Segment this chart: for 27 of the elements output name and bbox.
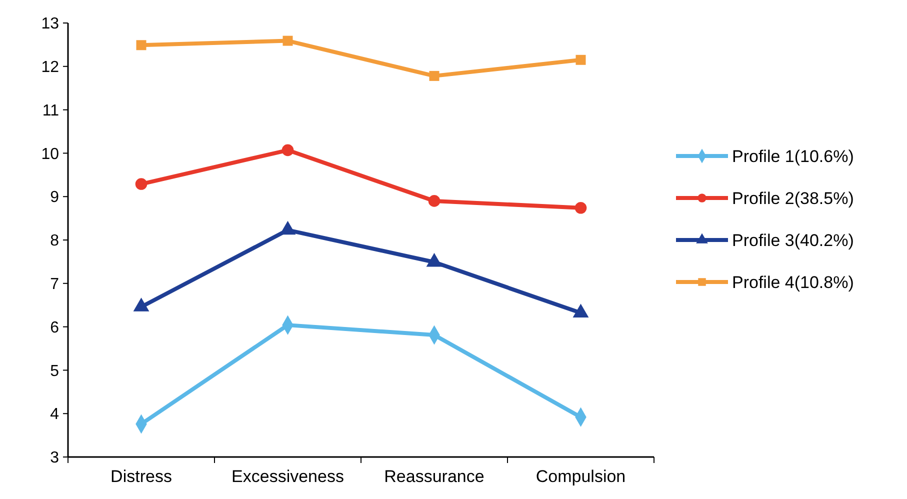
legend-label: Profile 4(10.8%) [732, 272, 854, 292]
y-tick-label: 4 [50, 406, 60, 424]
point [576, 54, 586, 65]
y-tick-label: 12 [41, 59, 60, 76]
y-tick-label: 3 [50, 450, 60, 467]
y-tick-label: 5 [50, 362, 60, 380]
y-tick-label: 13 [41, 16, 60, 33]
point [135, 178, 148, 190]
y-tick-label: 9 [50, 189, 60, 206]
y-tick-label: 7 [50, 276, 60, 293]
x-tick-label: Distress [110, 467, 172, 486]
y-tick-label: 6 [50, 319, 60, 336]
x-tick-label: Reassurance [384, 467, 484, 486]
y-tick-label: 10 [41, 146, 60, 163]
legend-label: Profile 1(10.6%) [732, 146, 854, 166]
point [282, 36, 293, 46]
point [429, 70, 440, 81]
point [136, 40, 146, 50]
point [282, 144, 294, 156]
y-tick-label: 8 [50, 232, 60, 250]
x-tick-label: Compulsion [536, 467, 626, 486]
point [428, 195, 440, 207]
y-tick-label: 11 [42, 102, 60, 120]
point [574, 202, 587, 214]
legend-label: Profile 3(40.2%) [732, 230, 854, 250]
legend-label: Profile 2(38.5%) [732, 188, 854, 208]
x-tick-label: Excessiveness [232, 467, 344, 486]
